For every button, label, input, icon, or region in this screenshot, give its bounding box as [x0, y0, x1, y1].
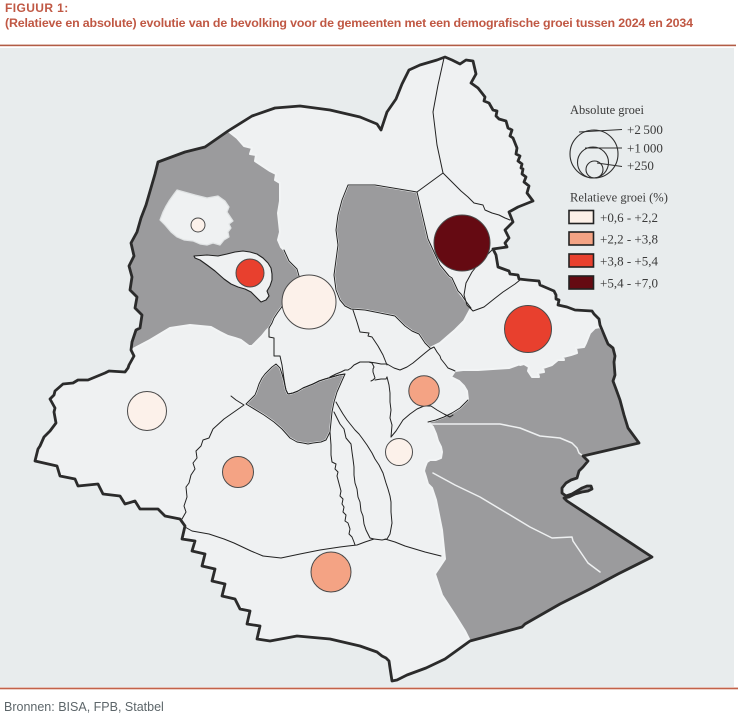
svg-text:+250: +250 [627, 158, 654, 173]
svg-text:+5,4 - +7,0: +5,4 - +7,0 [600, 276, 658, 291]
svg-text:+1 000: +1 000 [627, 141, 663, 156]
svg-text:Absolute groei: Absolute groei [570, 103, 644, 117]
svg-text:+2 500: +2 500 [627, 122, 663, 137]
svg-text:+3,8 - +5,4: +3,8 - +5,4 [600, 254, 658, 269]
svg-text:+0,6 - +2,2: +0,6 - +2,2 [600, 210, 658, 225]
svg-text:Relatieve groei (%): Relatieve groei (%) [570, 191, 668, 205]
svg-text:+2,2 - +3,8: +2,2 - +3,8 [600, 232, 658, 247]
